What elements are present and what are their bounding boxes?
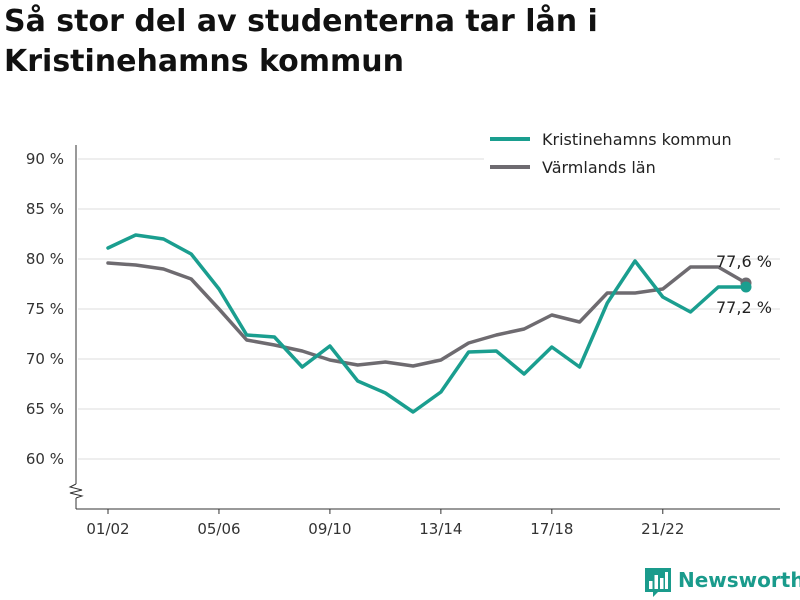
series-lines bbox=[106, 233, 752, 414]
y-tick-label: 60 % bbox=[26, 450, 64, 468]
y-tick-label: 85 % bbox=[26, 200, 64, 218]
series-line-kristinehamn bbox=[106, 233, 748, 414]
x-axis-ticks: 01/02 05/06 09/10 13/14 17/18 21/22 bbox=[86, 509, 684, 538]
chart-title: Så stor del av studenterna tar lån i Kri… bbox=[4, 4, 598, 79]
axes bbox=[68, 145, 780, 510]
newsworthy-logo: Newsworthy bbox=[644, 566, 800, 598]
x-tick-label: 01/02 bbox=[86, 520, 129, 538]
x-tick-label: 05/06 bbox=[197, 520, 240, 538]
x-tick-label: 13/14 bbox=[419, 520, 462, 538]
brand-name: Newsworthy bbox=[678, 568, 800, 592]
series-endpoint-kristinehamn bbox=[740, 281, 752, 293]
x-tick-label: 17/18 bbox=[530, 520, 573, 538]
x-tick-label: 21/22 bbox=[641, 520, 684, 538]
legend-label-kristinehamn: Kristinehamns kommun bbox=[542, 130, 732, 149]
gridlines bbox=[78, 158, 780, 460]
y-axis-ticks: 60 % 65 % 70 % 75 % 80 % 85 % 90 % bbox=[26, 150, 64, 468]
bar-chart-logo-icon bbox=[645, 568, 671, 597]
legend-background bbox=[484, 124, 774, 184]
end-label-varmland: 77,6 % bbox=[716, 252, 772, 271]
end-label-kristinehamn: 77,2 % bbox=[716, 298, 772, 317]
legend: Kristinehamns kommun Värmlands län bbox=[484, 124, 774, 184]
y-tick-label: 65 % bbox=[26, 400, 64, 418]
series-line-varmland bbox=[106, 261, 748, 368]
y-tick-label: 90 % bbox=[26, 150, 64, 168]
legend-label-varmland: Värmlands län bbox=[542, 158, 656, 177]
axis-break-icon bbox=[68, 483, 84, 499]
y-tick-label: 80 % bbox=[26, 250, 64, 268]
x-tick-label: 09/10 bbox=[308, 520, 351, 538]
y-tick-label: 75 % bbox=[26, 300, 64, 318]
y-tick-label: 70 % bbox=[26, 350, 64, 368]
